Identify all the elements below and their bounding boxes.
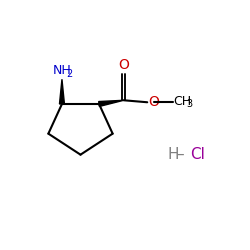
Text: 2: 2 [66, 69, 72, 79]
Text: O: O [118, 58, 129, 72]
Text: CH: CH [173, 94, 191, 108]
Text: 3: 3 [186, 99, 192, 109]
Text: H: H [168, 147, 179, 162]
Text: Cl: Cl [190, 147, 205, 162]
Polygon shape [60, 79, 64, 104]
Text: O: O [148, 95, 159, 109]
Text: –: – [176, 147, 184, 162]
Text: NH: NH [52, 64, 71, 77]
Polygon shape [99, 100, 124, 106]
